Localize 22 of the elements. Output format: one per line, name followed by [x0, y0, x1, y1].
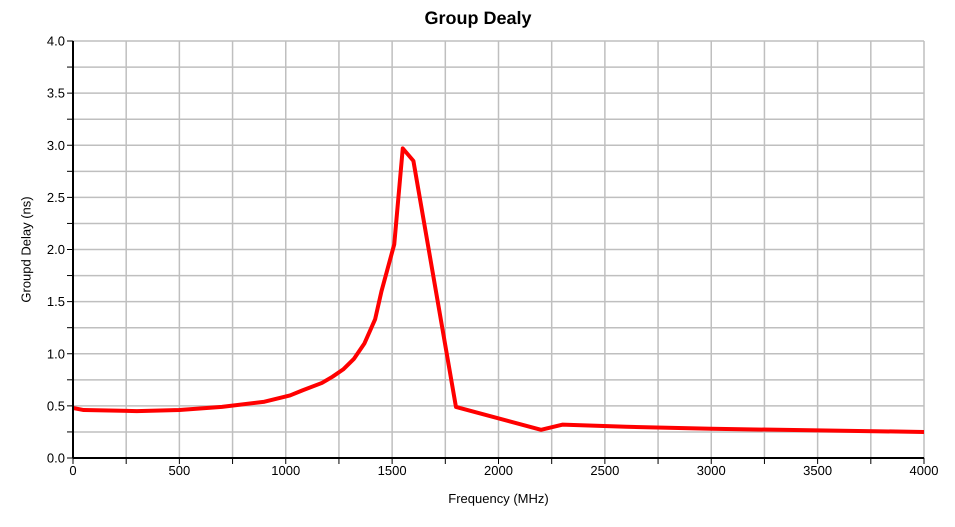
- y-axis-title: Groupd Delay (ns): [18, 196, 34, 303]
- y-tick-label: 4.0: [46, 34, 65, 49]
- y-tick-label: 0.0: [46, 450, 65, 466]
- x-axis-title: Frequency (MHz): [448, 491, 549, 506]
- y-tick-label: 2.5: [46, 190, 65, 205]
- x-tick-label: 2000: [484, 463, 513, 478]
- y-tick-label: 3.0: [46, 138, 65, 153]
- y-tick-label: 2.0: [46, 242, 65, 258]
- x-tick-label: 500: [168, 463, 190, 478]
- x-tick-label: 1500: [378, 463, 407, 478]
- line-series: [73, 146, 924, 434]
- y-tick-label: 3.5: [46, 86, 65, 101]
- x-tick-label: 2500: [590, 463, 620, 478]
- y-tick-label: 1.0: [46, 346, 65, 362]
- chart-title: Group Dealy: [423, 8, 533, 29]
- x-tick-label: 0: [69, 463, 77, 478]
- y-tick-label: 0.5: [46, 398, 65, 414]
- y-tick-label: 1.5: [46, 294, 65, 310]
- x-tick-label: 4000: [910, 463, 938, 478]
- x-tick-label: 3000: [696, 463, 726, 478]
- x-tick-label: 3500: [803, 463, 832, 478]
- x-tick-label: 1000: [271, 463, 300, 478]
